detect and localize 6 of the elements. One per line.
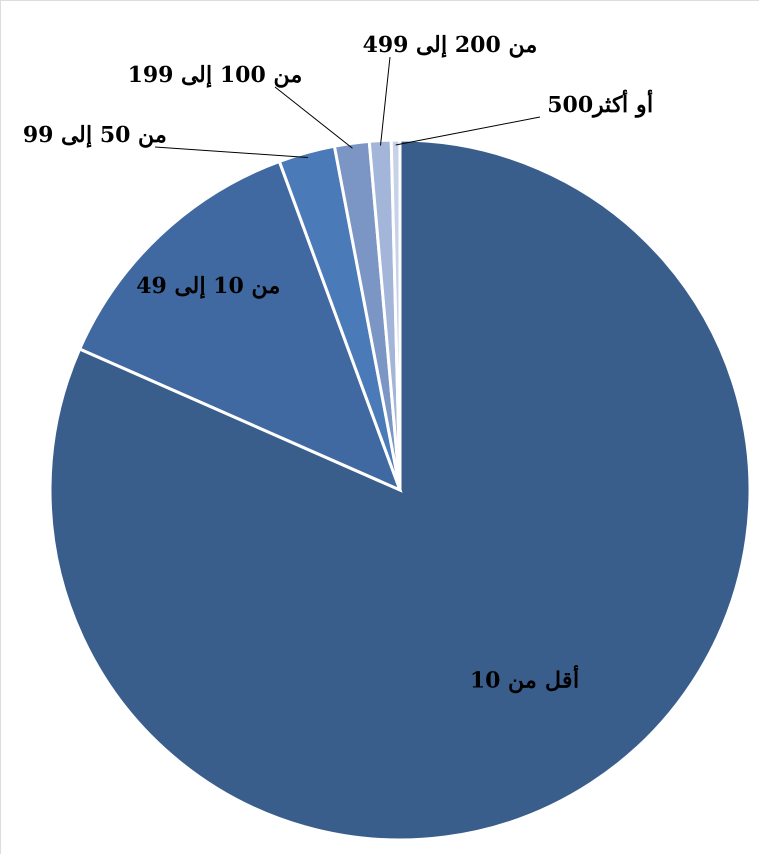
slice-label: 500أو أكثر [547, 89, 653, 118]
slice-label: من 10 إلى 49 [136, 272, 280, 300]
slice-label: أقل من 10 [470, 664, 579, 694]
slice-label: من 200 إلى 499 [362, 32, 538, 59]
slice-label: من 50 إلى 99 [22, 122, 168, 149]
slice-label: من 100 إلى 199 [128, 62, 302, 89]
